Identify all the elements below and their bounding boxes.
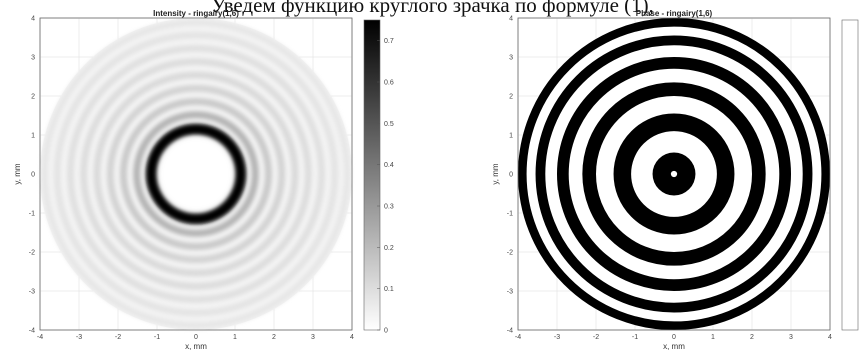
phase-dark-ring [582,82,766,266]
intensity-ring [66,44,326,304]
x-tick-label: 0 [672,334,676,341]
plot-frame [39,17,353,331]
plot-title: Intensity - ringairy(1,6) [153,9,239,18]
colorbar-tick-label: 0.5 [384,121,394,128]
y-tick-label: -3 [507,289,513,296]
intensity-ring [41,19,351,329]
x-tick-label: -4 [515,334,521,341]
phase-dark-ring [556,56,791,292]
y-tick-label: 3 [31,55,35,62]
phase-center-dot [670,170,678,178]
x-tick-label: -2 [593,334,599,341]
y-axis-label: y, mm [491,163,500,185]
plot-title: Phase - ringairy(1,6) [636,9,713,18]
x-tick-label: 3 [311,334,315,341]
y-tick-label: 4 [31,16,35,23]
x-tick-label: -3 [554,334,560,341]
y-tick-label: -4 [507,328,513,335]
chart-panel-2: Phase - ringairy(1,6) -4 -3 -2 -1 0 1 2 3 4 4 3 2 1 0 -… [491,9,859,351]
x-tick-label: 4 [828,334,832,341]
intensity-ring [106,84,286,264]
y-tick-label: 3 [509,55,513,62]
y-tick-label: -1 [507,211,513,218]
y-tick-label: 0 [509,172,513,179]
intensity-ring [80,58,312,290]
x-tick-label: -3 [76,334,82,341]
y-tick-label: 2 [509,94,513,101]
x-axis-label: x, mm [663,342,685,351]
colorbar-tick-label: 0.4 [384,162,394,169]
y-tick-label: 1 [509,133,513,140]
intensity-main-ring [145,123,247,225]
x-tick-label: -2 [115,334,121,341]
x-tick-label: -1 [632,334,638,341]
page-top-text: Уведем функцию круглого зрачка по формул… [211,0,654,17]
x-axis-label: x, mm [185,342,207,351]
colorbar [841,19,859,331]
colorbar-tick-label: 0 [384,328,388,335]
x-tick-label: 1 [711,334,715,341]
x-tick-label: 4 [350,334,354,341]
y-axis-label: y, mm [13,163,22,185]
colorbar-tick-label: 0.3 [384,204,394,211]
colorbar-tick-label: 0.7 [384,38,394,45]
intensity-center [160,138,232,210]
y-tick-label: -3 [29,289,35,296]
colorbar-tick-label: 0.6 [384,80,394,87]
phase-dark-ring [517,17,830,331]
colorbar-tick-label: 0.1 [384,286,394,293]
y-tick-label: -2 [29,250,35,257]
colorbar-gradient [363,19,381,331]
plot-frame [517,17,831,331]
phase-dark-ring [535,35,813,313]
chart-panel-1: Intensity - ringairy(1,6) -4 -3 -2 -1 0 1 2 3 4 4 3… [13,9,394,351]
x-tick-label: 2 [272,334,276,341]
colorbar: 0.7 0.6 0.5 0.4 0.3 0.2 0.1 0 [363,19,394,335]
intensity-ring [119,97,273,251]
phase-dark-ring [613,113,735,235]
y-tick-label: 1 [31,133,35,140]
intensity-ring [93,71,299,277]
y-tick-label: -1 [29,211,35,218]
intensity-rings [41,19,351,329]
x-tick-label: -1 [154,334,160,341]
x-tick-label: 3 [789,334,793,341]
x-tick-label: 0 [194,334,198,341]
y-tick-label: 4 [509,16,513,23]
y-tick-label: -2 [507,250,513,257]
y-tick-label: 2 [31,94,35,101]
y-tick-label: 0 [31,172,35,179]
intensity-ring [53,31,339,317]
intensity-ring [133,111,259,237]
y-tick-label: -4 [29,328,35,335]
colorbar-gradient [841,19,859,331]
x-tick-label: -4 [37,334,43,341]
x-tick-label: 2 [750,334,754,341]
x-tick-label: 1 [233,334,237,341]
colorbar-tick-label: 0.2 [384,245,394,252]
